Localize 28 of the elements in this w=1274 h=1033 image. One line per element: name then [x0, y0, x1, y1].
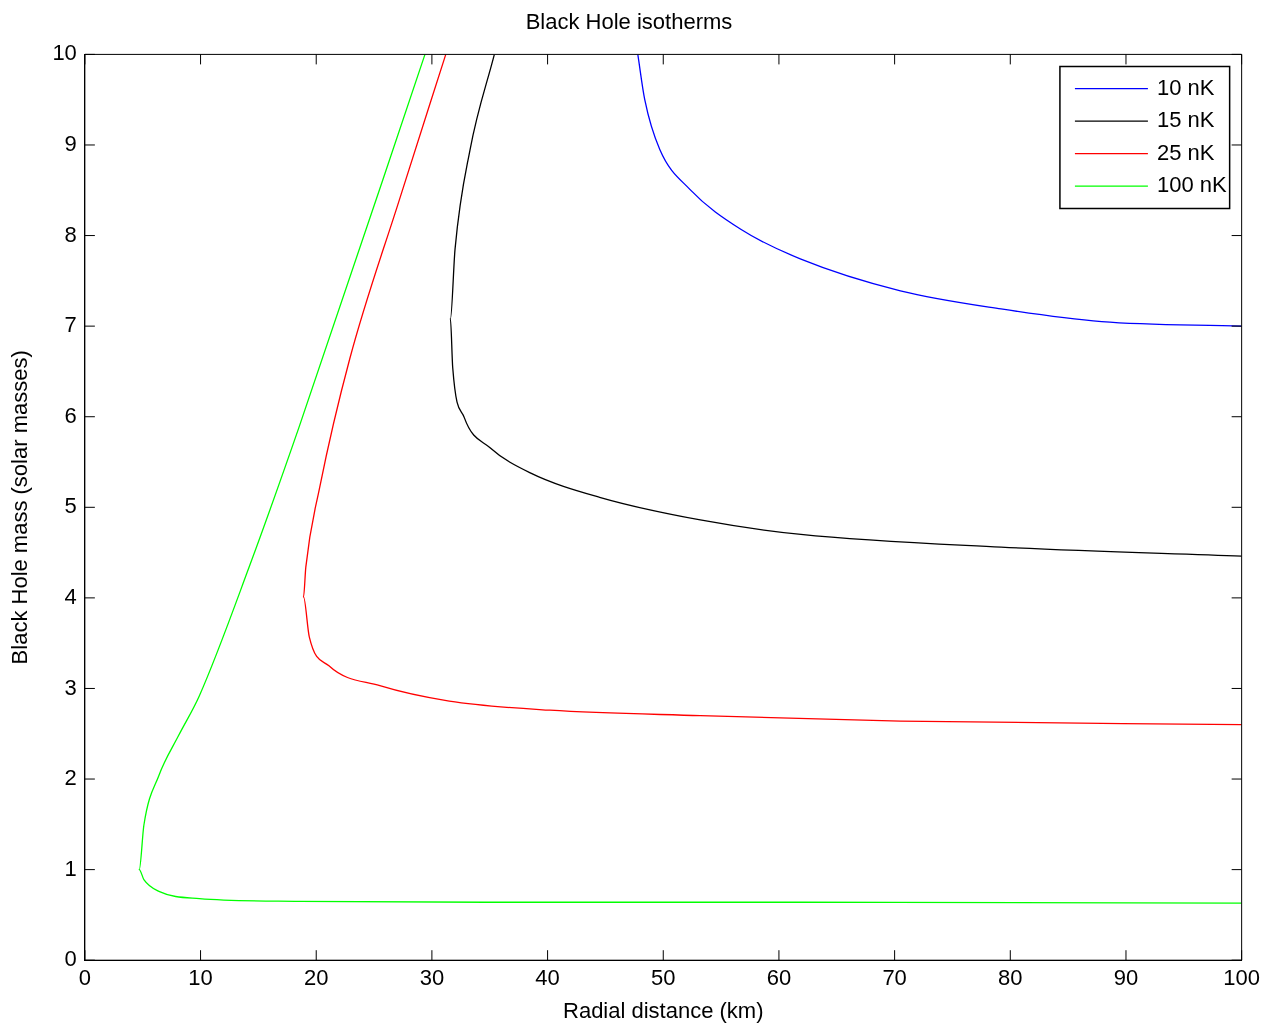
legend-label: 10 nK: [1156, 74, 1215, 100]
x-tick-label: 40: [535, 965, 560, 991]
y-tick-label: 1: [64, 855, 77, 881]
legend-label: 15 nK: [1156, 107, 1215, 133]
x-tick-label: 100: [1223, 965, 1261, 991]
y-tick-label: 6: [64, 402, 77, 428]
legend-label: 100 nK: [1156, 172, 1227, 198]
y-tick-label: 7: [64, 312, 77, 338]
y-tick-label: 10: [52, 40, 77, 66]
y-tick-label: 8: [64, 221, 77, 247]
x-axis-title: Radial distance (km): [563, 997, 764, 1023]
x-tick-label: 80: [998, 965, 1023, 991]
y-tick-label: 9: [64, 131, 77, 157]
y-tick-label: 2: [64, 765, 77, 791]
x-tick-label: 60: [766, 965, 792, 991]
legend-label: 25 nK: [1156, 139, 1215, 165]
x-tick-label: 10: [188, 965, 213, 991]
y-tick-label: 4: [64, 583, 77, 609]
x-tick-label: 30: [419, 965, 445, 991]
x-tick-label: 50: [651, 965, 676, 991]
chart-title: Black Hole isotherms: [525, 9, 733, 35]
x-tick-label: 20: [303, 965, 329, 991]
x-tick-label: 70: [882, 965, 907, 991]
x-tick-label: 90: [1113, 965, 1139, 991]
y-tick-label: 5: [64, 493, 77, 519]
y-axis-title: Black Hole mass (solar masses): [7, 350, 33, 665]
y-tick-label: 0: [64, 946, 77, 972]
y-tick-label: 3: [64, 674, 77, 700]
